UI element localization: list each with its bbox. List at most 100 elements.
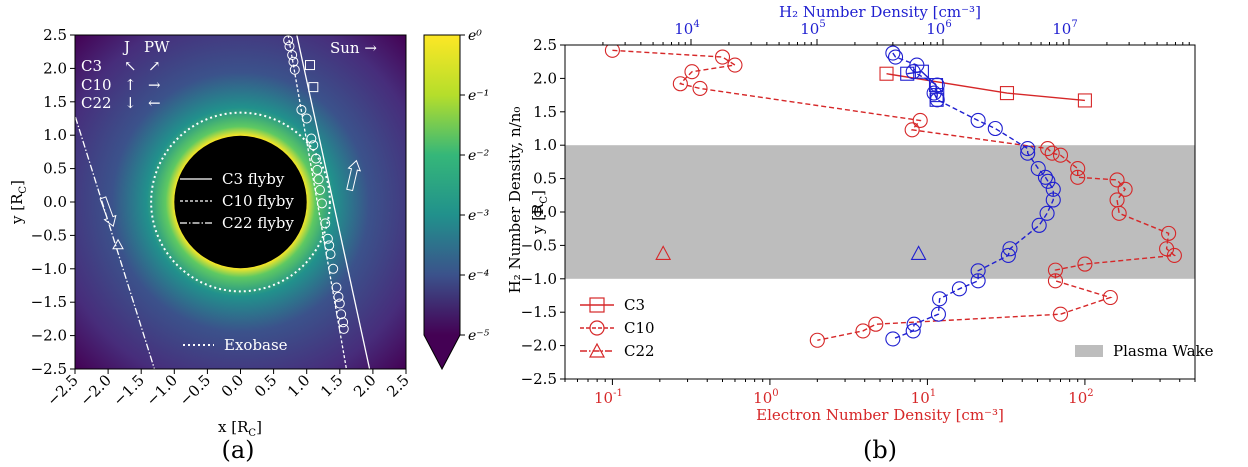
c10-marker [322,233,333,244]
point-c10-h2 [905,323,921,339]
point-c10-electron [714,49,731,65]
ytick-label: −2.5 [31,360,67,378]
point-c10-electron [684,64,700,80]
bottom-x-tick-label: 100 [753,388,778,407]
xtick-label: −0.5 [176,371,214,409]
point-c3-h2 [930,88,945,103]
c10-marker [334,298,345,309]
top-x-tick-label: 107 [1052,19,1077,38]
c10-marker [338,317,349,328]
point-c10-electron [868,316,884,332]
bottom-x-tick-label: 10-1 [594,388,623,407]
c10-marker [333,291,344,302]
point-c10-h2 [932,291,948,307]
wake-legend-swatch [1075,345,1103,357]
c3-marker [308,82,319,93]
xtick-label: −1.0 [143,371,181,409]
exobase-circle [150,111,331,293]
c3-marker [305,60,316,71]
x-axis-label-a: x [RC] [218,418,262,439]
colorbar-tick-label: e⁻⁴ [468,268,490,284]
legend-square-icon [589,297,605,313]
legend-c3-label: C3 flyby [222,170,285,188]
ytick-label: −1.5 [31,293,67,311]
top-x-tick-label: 104 [674,19,699,38]
jpw-header-pw: PW [144,38,170,56]
ytick-label: −1.5 [521,303,557,321]
point-c10-h2 [906,316,922,332]
point-c10-h2 [970,112,986,129]
xtick-label: 0.5 [251,371,281,401]
series-line-c3-electron [886,73,1085,102]
c10-marker [310,153,321,164]
jpw-header-j: J [122,38,130,56]
colorbar: e⁰ e⁻¹ e⁻² e⁻³ e⁻⁴ e⁻⁵ H₂ Number Density, n/n… [423,28,524,371]
colorbar-tick-label: e⁻¹ [468,88,489,104]
point-c10-h2 [905,64,921,80]
jpw-c22-j-icon: ↓ [124,94,137,112]
panel-b: 2.5 2.0 1.5 1.0 0.5 0.0 −0.5 −1.0 −1.5 −2.0 −2.5 1… [521,3,1214,464]
top-x-tick-label: 105 [800,19,825,38]
c10-marker [316,198,327,209]
ytick-label: −0.5 [31,226,67,244]
ytick-label: 0.5 [43,160,67,178]
ytick-label: 2.5 [533,36,557,54]
point-c10-h2 [926,85,942,101]
c10-marker [338,323,349,334]
point-c10-h2 [970,263,986,279]
point-c10-electron [1077,256,1093,272]
xtick-label: 0.0 [218,371,248,401]
c10-marker [288,56,299,67]
c10-marker [308,140,319,151]
point-c22-h2 [910,245,927,260]
c22-marker [112,238,124,250]
point-c10-h2 [1002,241,1018,257]
series-legend: C3 C10 C22 [580,296,655,360]
c10-marker [313,174,324,185]
ytick-label: 1.5 [533,103,557,121]
c10-marker [301,113,312,124]
legend-triangle-icon [588,342,606,358]
xtick-label: 1.0 [284,371,314,401]
jpw-c10-pw-icon: → [148,76,161,94]
callisto-body [174,135,307,269]
c10-marker [312,164,323,175]
exobase-label: Exobase [224,336,288,354]
ytick-label: 0.0 [533,203,557,221]
legend-circle-icon [589,320,605,336]
ytick-label: −2.0 [31,327,67,345]
track-c22 [75,113,156,369]
colorbar-tick-label: e⁻⁵ [468,328,490,344]
point-c10-h2 [1039,205,1055,221]
point-c10-h2 [1020,145,1036,161]
point-c10-electron [1070,161,1086,177]
jpw-legend: J PW C3 ↖ ↗ C10 ↑ → C22 ↓ ← [81,38,170,112]
xtick-label: 1.5 [317,371,347,401]
ytick-label: 0.5 [533,170,557,188]
point-c10-electron [1052,306,1069,322]
wake-legend-label: Plasma Wake [1113,342,1214,360]
jpw-row-c10: C10 [81,76,112,94]
xtick-label: 2.0 [350,371,380,401]
xtick-label: −2.0 [76,371,114,409]
panel-a: 2.52.01.51.00.50.0−0.5−1.0−1.5−2.0−2.5 −… [8,26,524,464]
jpw-c3-j-icon: ↖ [124,57,137,75]
jpw-row-c3: C3 [81,57,102,75]
point-c10-h2 [1045,192,1061,208]
point-c10-electron [1166,247,1182,263]
y-axis-label-a: y [RC] [8,180,29,225]
point-c10-electron [1102,289,1118,306]
x-axis-label-top: H₂ Number Density [cm⁻³] [779,3,981,21]
ytick-label: 1.0 [533,136,557,154]
ytick-label: 1.0 [43,126,67,144]
legend-c22-label: C22 flyby [222,214,294,232]
legend-label-c10: C10 [624,319,655,337]
panel-b-caption: (b) [863,436,897,464]
point-c10-electron [1052,147,1069,163]
point-c10-h2 [887,49,904,65]
legend-label-c22: C22 [624,342,655,360]
c10-marker [328,263,339,274]
point-c10-electron [727,57,743,73]
point-c10-h2 [1045,181,1061,197]
c10-marker [289,64,300,75]
